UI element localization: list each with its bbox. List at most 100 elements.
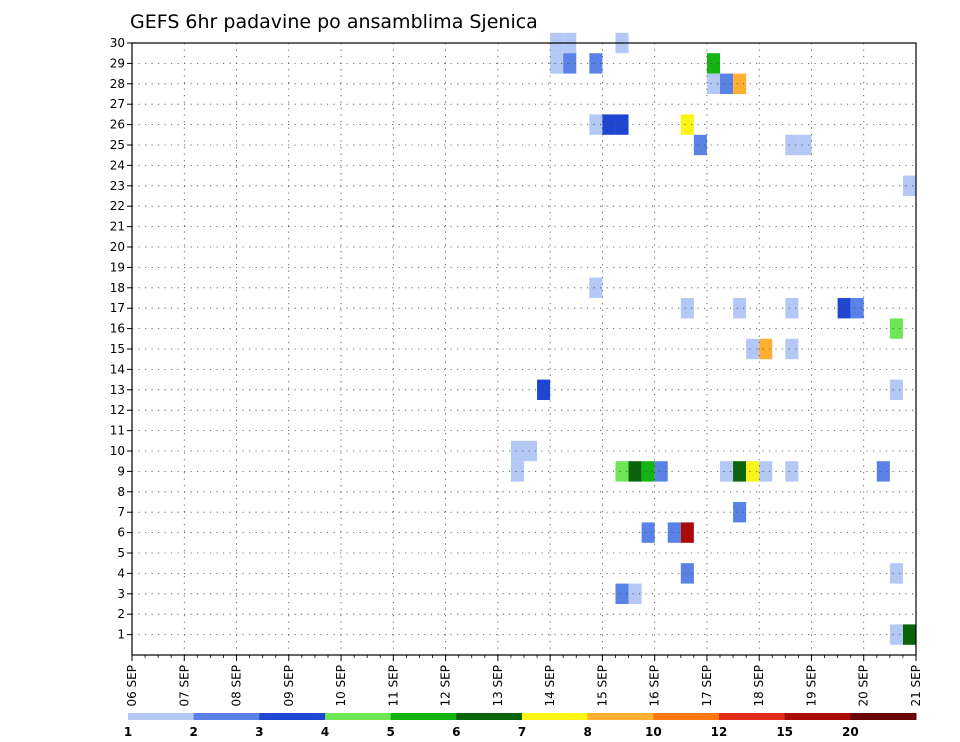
heatmap-cell xyxy=(889,318,903,339)
heatmap-cell xyxy=(641,461,655,482)
colorbar-label: 10 xyxy=(645,725,662,739)
y-axis: 1234567891011121314151617181920212223242… xyxy=(110,36,132,642)
y-tick-label: 26 xyxy=(110,118,125,132)
colorbar-swatch xyxy=(587,713,654,720)
y-tick-label: 15 xyxy=(110,342,125,356)
heatmap-cell xyxy=(889,624,903,645)
heatmap-cell xyxy=(733,461,747,482)
heatmap-cell xyxy=(759,338,773,360)
y-tick-label: 13 xyxy=(110,383,125,397)
heatmap-cell xyxy=(693,134,707,156)
heatmap-cells xyxy=(510,32,916,645)
x-tick-label: 16 SEP xyxy=(648,665,662,707)
heatmap-cell xyxy=(733,73,747,94)
colorbar-label: 3 xyxy=(255,725,263,739)
colorbar-swatch xyxy=(719,713,786,720)
y-tick-label: 12 xyxy=(110,403,125,417)
colorbar-swatch xyxy=(193,713,260,720)
heatmap-cell xyxy=(706,53,720,74)
x-tick-label: 13 SEP xyxy=(491,665,505,707)
colorbar-swatch xyxy=(850,713,917,720)
heatmap-cell xyxy=(563,53,577,74)
y-tick-label: 11 xyxy=(110,424,125,438)
heatmap-cell xyxy=(889,379,903,400)
heatmap-cell xyxy=(785,298,799,319)
x-tick-label: 10 SEP xyxy=(334,665,348,707)
y-tick-label: 25 xyxy=(110,138,125,152)
y-tick-label: 18 xyxy=(110,281,125,295)
y-tick-label: 6 xyxy=(117,526,125,540)
heatmap-cell xyxy=(589,53,603,74)
heatmap-cell xyxy=(589,277,603,298)
y-tick-label: 27 xyxy=(110,97,125,111)
colorbar-swatch xyxy=(259,713,326,720)
colorbar-label: 15 xyxy=(776,725,793,739)
heatmap-cell xyxy=(733,298,747,319)
heatmap-cell xyxy=(798,134,812,156)
x-tick-label: 18 SEP xyxy=(752,665,766,707)
heatmap-cell xyxy=(720,73,734,94)
heatmap-cell xyxy=(602,114,616,135)
y-tick-label: 4 xyxy=(117,566,125,580)
heatmap-cell xyxy=(902,175,916,196)
heatmap-cell xyxy=(902,624,916,645)
chart-title: GEFS 6hr padavine po ansamblima Sjenica xyxy=(130,11,538,33)
x-tick-label: 15 SEP xyxy=(595,665,609,707)
heatmap-cell xyxy=(680,298,694,319)
heatmap-cell xyxy=(524,440,538,462)
heatmap-cell xyxy=(706,73,720,94)
colorbar-swatch xyxy=(325,713,392,720)
x-tick-label: 11 SEP xyxy=(386,665,400,707)
x-tick-label: 19 SEP xyxy=(804,665,818,707)
y-tick-label: 28 xyxy=(110,77,125,91)
colorbar-label: 8 xyxy=(583,725,591,739)
colorbar-label: 7 xyxy=(518,725,526,739)
heatmap-cell xyxy=(628,583,642,604)
heatmap-cell xyxy=(589,114,603,135)
heatmap-cell xyxy=(537,379,551,400)
heatmap-cell xyxy=(641,522,655,543)
colorbar-swatch xyxy=(653,713,720,720)
y-tick-label: 9 xyxy=(117,464,125,478)
x-tick-label: 08 SEP xyxy=(230,665,244,707)
heatmap-cell xyxy=(654,461,668,482)
heatmap-cell xyxy=(876,461,890,482)
y-tick-label: 14 xyxy=(110,362,125,376)
heatmap-cell xyxy=(746,338,760,360)
colorbar-label: 2 xyxy=(189,725,197,739)
colorbar-label: 4 xyxy=(321,725,329,739)
y-tick-label: 24 xyxy=(110,158,125,172)
colorbar-label: 20 xyxy=(842,725,859,739)
y-tick-label: 21 xyxy=(110,220,125,234)
heatmap-cell xyxy=(785,338,799,360)
x-tick-label: 14 SEP xyxy=(543,665,557,707)
x-axis: 06 SEP 07 SEP 08 SEP 09 SEP 10 SEP 11 SEP 12 S… xyxy=(125,655,923,707)
y-tick-label: 19 xyxy=(110,260,125,274)
colorbar: 1 2 3 4 5 6 7 8 10 12 15 20 xyxy=(124,713,917,739)
heatmap-cell xyxy=(733,502,747,523)
heatmap-cell xyxy=(720,461,734,482)
y-tick-label: 2 xyxy=(117,607,125,621)
heatmap-cell xyxy=(680,563,694,584)
heatmap-cell xyxy=(746,461,760,482)
colorbar-swatch xyxy=(522,713,589,720)
heatmap-cell xyxy=(628,461,642,482)
x-tick-label: 09 SEP xyxy=(282,665,296,707)
y-tick-label: 20 xyxy=(110,240,125,254)
y-tick-label: 30 xyxy=(110,36,125,50)
x-tick-label: 12 SEP xyxy=(439,665,453,707)
colorbar-label: 1 xyxy=(124,725,132,739)
heatmap-cell xyxy=(680,114,694,135)
y-tick-label: 3 xyxy=(117,587,125,601)
y-tick-label: 8 xyxy=(117,485,125,499)
heatmap-cell xyxy=(510,461,524,482)
heatmap-cell xyxy=(785,461,799,482)
y-tick-label: 16 xyxy=(110,322,125,336)
heatmap-cell xyxy=(615,114,629,135)
heatmap-cell xyxy=(850,298,864,319)
y-tick-label: 22 xyxy=(110,199,125,213)
y-tick-label: 29 xyxy=(110,56,125,70)
colorbar-swatch xyxy=(456,713,523,720)
y-tick-label: 10 xyxy=(110,444,125,458)
heatmap-cell xyxy=(667,522,681,543)
